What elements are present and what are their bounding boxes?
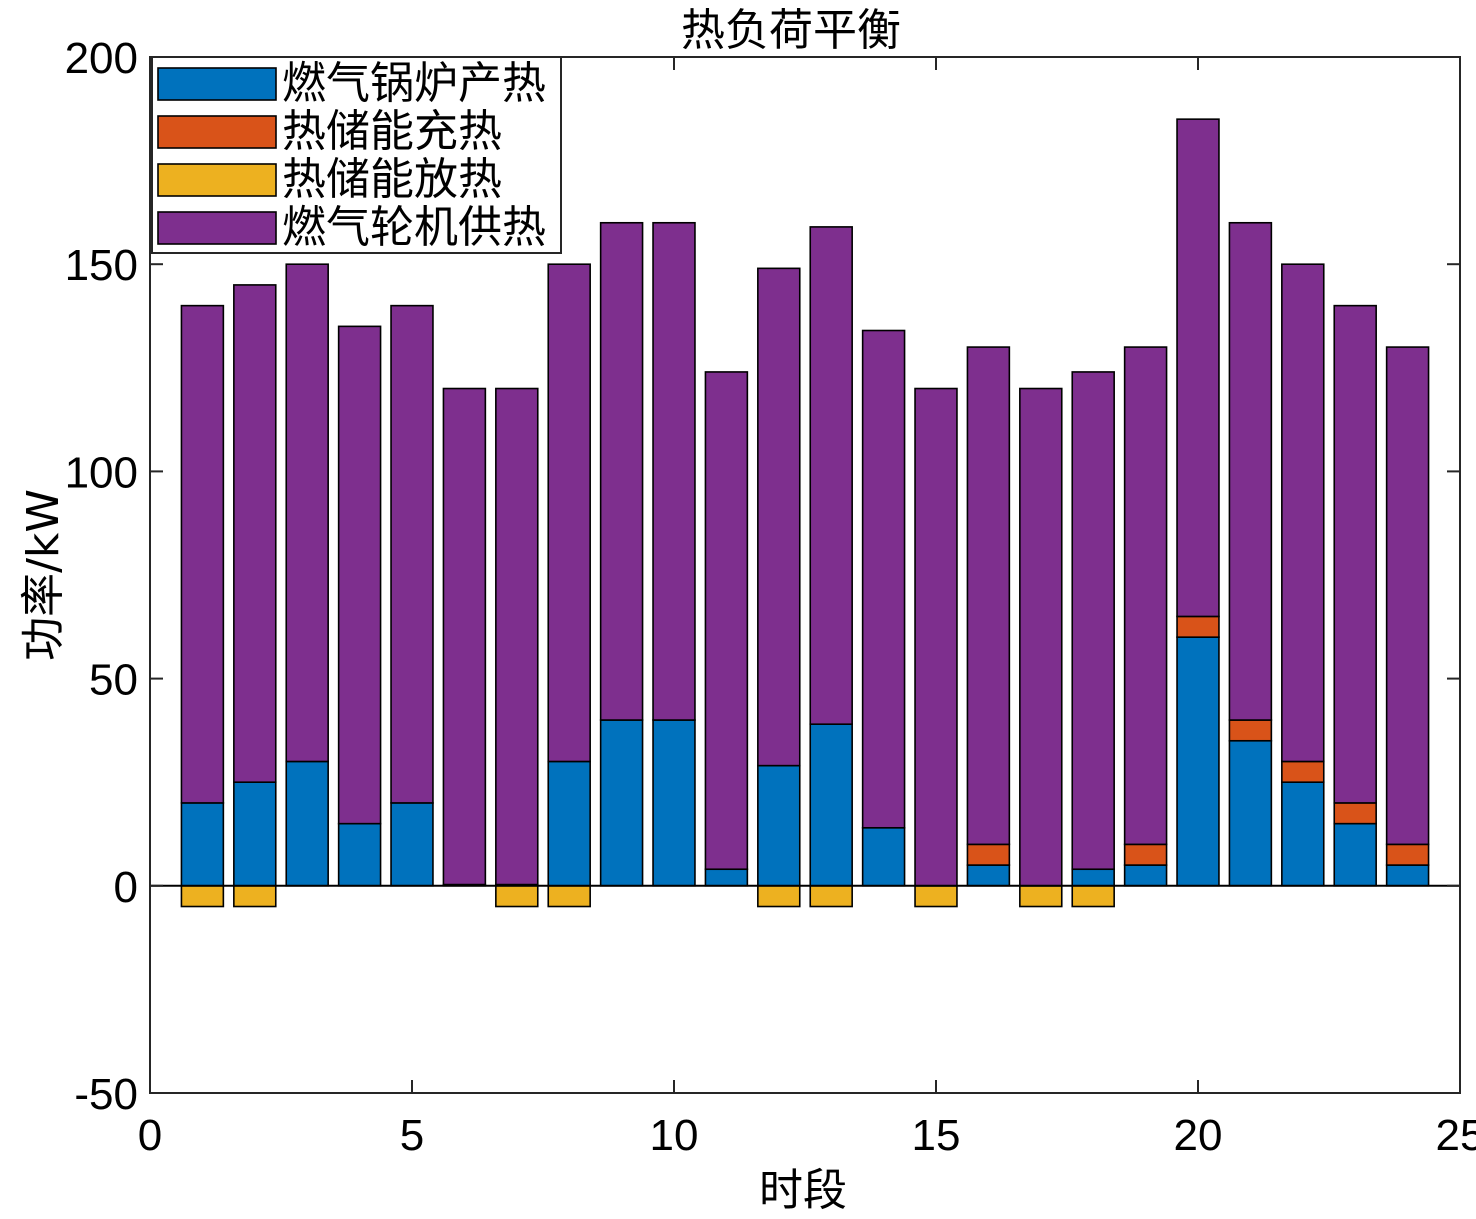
- bar-4-2: [233, 284, 277, 784]
- bar-4-21: [1228, 221, 1273, 721]
- bar-4-23: [1333, 304, 1377, 804]
- bar-4-24: [1385, 346, 1430, 846]
- bar-1-14: [861, 826, 906, 887]
- x-tick-label-10: 10: [650, 1111, 699, 1160]
- bar-3-15: [914, 884, 958, 908]
- legend-label-3: 热储能放热: [282, 154, 502, 205]
- bars-group: [180, 118, 1430, 908]
- bar-4-22: [1281, 263, 1325, 763]
- x-tick-label-5: 5: [400, 1111, 424, 1160]
- bar-2-21: [1228, 719, 1273, 742]
- bar-1-12: [757, 764, 801, 887]
- bar-1-23: [1333, 822, 1377, 887]
- legend-label-1: 燃气锅炉产热: [282, 58, 546, 109]
- bar-2-24: [1385, 843, 1430, 866]
- bar-2-19: [1123, 843, 1168, 866]
- legend-swatch-2: [157, 115, 277, 149]
- chart-title: 热负荷平衡: [681, 5, 901, 56]
- y-tick-label-50: 50: [89, 656, 138, 705]
- bar-4-5: [390, 304, 434, 804]
- y-tick-label--50: -50: [74, 1070, 138, 1119]
- bar-1-21: [1228, 739, 1273, 887]
- bar-4-11: [704, 371, 749, 871]
- bar-4-7: [495, 387, 539, 886]
- legend-swatch-3: [157, 163, 277, 197]
- bar-2-22: [1281, 760, 1325, 783]
- bar-3-12: [757, 884, 801, 908]
- legend-label-4: 燃气轮机供热: [282, 202, 546, 253]
- bar-3-2: [233, 884, 277, 908]
- bar-1-20: [1176, 636, 1220, 887]
- bar-4-18: [1071, 371, 1115, 871]
- bar-1-19: [1123, 864, 1168, 887]
- bar-3-13: [809, 884, 853, 908]
- x-tick-label-0: 0: [138, 1111, 162, 1160]
- y-tick-label-150: 150: [65, 241, 138, 290]
- bar-4-4: [337, 325, 382, 825]
- y-tick-label-0: 0: [114, 863, 138, 912]
- bar-1-1: [180, 802, 225, 887]
- bar-1-13: [809, 723, 853, 887]
- bar-4-20: [1176, 118, 1220, 618]
- bar-1-2: [233, 781, 277, 887]
- bar-2-16: [966, 843, 1011, 866]
- bar-3-7: [495, 884, 539, 908]
- bar-4-16: [966, 346, 1011, 846]
- bar-1-8: [547, 760, 591, 887]
- x-tick-label-25: 25: [1436, 1111, 1476, 1160]
- bar-4-12: [757, 267, 801, 767]
- legend-label-2: 热储能充热: [282, 106, 502, 157]
- legend-swatch-1: [157, 67, 277, 101]
- bar-1-18: [1071, 868, 1115, 887]
- bar-4-17: [1019, 387, 1063, 887]
- bar-1-22: [1281, 781, 1325, 887]
- bar-4-9: [599, 221, 644, 721]
- bar-3-18: [1071, 884, 1115, 908]
- bar-1-9: [599, 719, 644, 887]
- bar-4-1: [180, 304, 225, 804]
- y-tick-label-100: 100: [65, 448, 138, 497]
- bar-1-10: [652, 719, 696, 887]
- x-tick-label-15: 15: [912, 1111, 961, 1160]
- bar-4-10: [652, 221, 696, 721]
- bar-1-11: [704, 868, 749, 887]
- y-axis-label: 功率/kW: [18, 489, 69, 661]
- bar-1-16: [966, 864, 1011, 887]
- bar-4-8: [547, 263, 591, 763]
- bar-2-20: [1176, 615, 1220, 638]
- y-tick-label-200: 200: [65, 34, 138, 83]
- bar-4-13: [809, 226, 853, 725]
- bar-1-5: [390, 802, 434, 887]
- plot-frame: [149, 56, 1461, 1094]
- bar-3-17: [1019, 884, 1063, 908]
- x-axis-label: 时段: [759, 1165, 847, 1216]
- bar-4-14: [861, 329, 906, 829]
- bar-3-8: [547, 884, 591, 908]
- bar-1-4: [337, 822, 382, 887]
- bar-3-1: [180, 884, 225, 908]
- bar-4-15: [914, 387, 958, 887]
- bar-1-3: [285, 760, 329, 887]
- x-tick-label-20: 20: [1174, 1111, 1223, 1160]
- bar-4-6: [442, 387, 487, 886]
- legend-swatch-4: [157, 211, 277, 245]
- bar-4-3: [285, 263, 329, 763]
- bar-1-24: [1385, 864, 1430, 887]
- bar-4-19: [1123, 346, 1168, 846]
- bar-2-23: [1333, 802, 1377, 825]
